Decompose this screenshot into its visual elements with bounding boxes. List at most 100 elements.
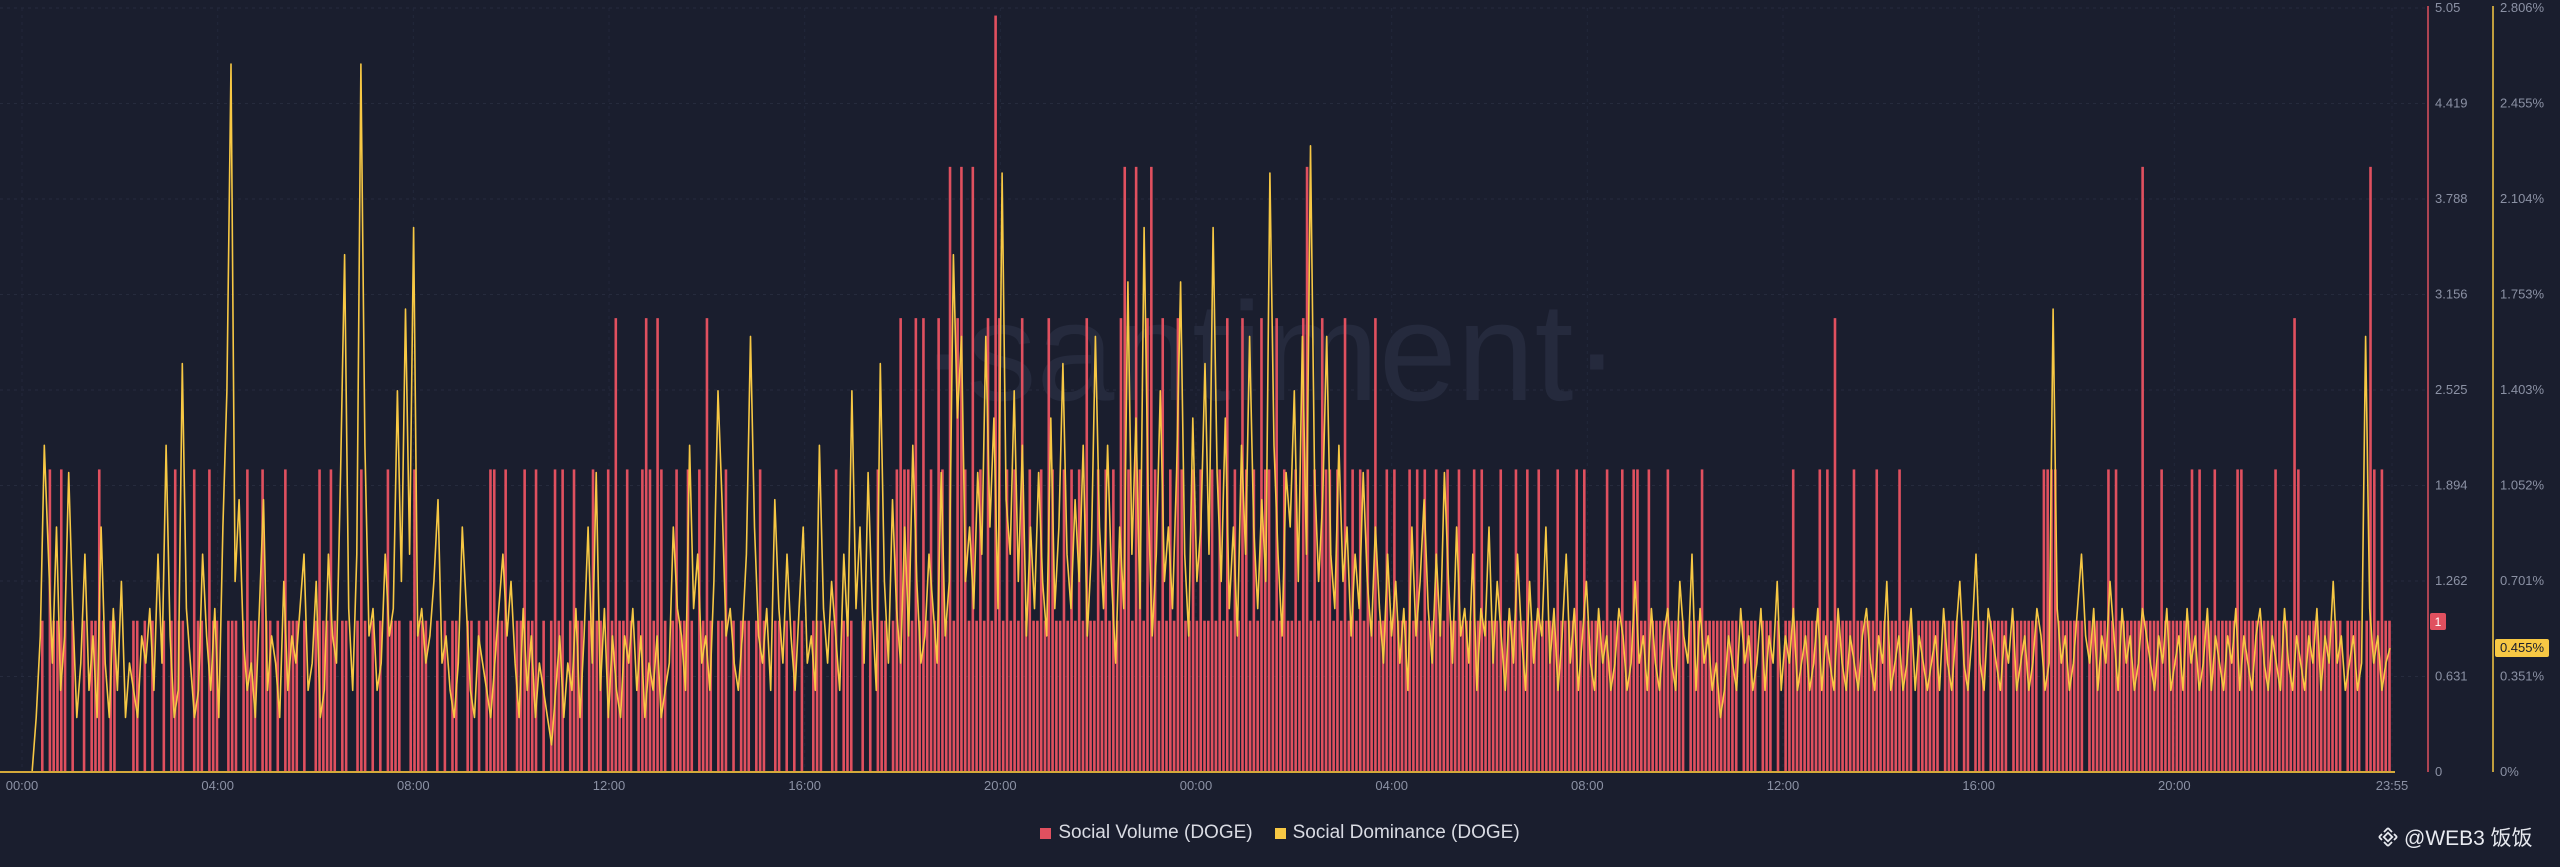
volume-bar [2072,620,2076,772]
volume-bar [1518,620,1522,772]
volume-bar [1507,620,1510,772]
volume-bar [990,620,994,772]
volume-bar [1902,620,1905,772]
volume-bar [2027,620,2030,772]
volume-bar [1564,620,1567,772]
volume-bar [420,620,424,772]
volume-bar [1138,469,1142,772]
volume-bar [1602,620,1605,772]
volume-bar [1427,620,1430,772]
volume-bar [1184,620,1187,772]
volume-bar [880,620,883,772]
volume-bar [341,620,344,772]
volume-bar [1199,469,1203,772]
volume-bar [2164,620,2167,772]
volume-tick-label: 0 [2435,764,2442,779]
volume-bar [614,318,618,772]
volume-bar [1252,469,1256,772]
volume-bar [1674,620,1677,772]
volume-bar [40,620,44,772]
volume-bar [227,620,230,772]
volume-bar [1108,620,1111,772]
volume-bar [113,620,116,772]
volume-bar [2354,620,2357,772]
volume-bar [268,620,272,772]
volume-bar [1598,620,1601,772]
volume-bar [2057,620,2061,772]
volume-bar [918,620,921,772]
volume-bar [1993,620,1996,772]
volume-bar [1981,620,1985,772]
volume-bar [1127,469,1130,772]
volume-bar [960,166,963,772]
volume-bar [1438,620,1442,772]
volume-bar [868,620,872,772]
x-tick-label: 23:55 [2376,778,2409,793]
x-tick-label: 20:00 [2158,778,2191,793]
volume-bar [1784,620,1787,772]
volume-bar [1309,620,1313,772]
volume-bar [925,620,929,772]
volume-bar [523,469,526,772]
volume-bar [2023,620,2027,772]
volume-bar [2141,166,2144,772]
legend-item-dominance[interactable]: Social Dominance (DOGE) [1274,822,1520,844]
volume-bar [2069,620,2072,772]
dominance-tick-label: 2.455% [2500,96,2545,111]
volume-bar [944,620,948,772]
x-tick-label: 12:00 [593,778,626,793]
volume-bar [1074,620,1077,772]
volume-bar [709,620,713,772]
volume-bar [1943,620,1947,772]
volume-bar [1093,620,1096,772]
volume-bar [1146,318,1149,772]
volume-bar [637,620,640,772]
volume-bar [265,620,268,772]
volume-bar [819,620,823,772]
volume-bar [739,620,743,772]
volume-bar [1203,620,1206,772]
volume-bar [2004,620,2008,772]
volume-bar [394,620,397,772]
volume-bar [363,620,367,772]
volume-bar [1746,620,1749,772]
volume-bar [1841,620,1844,772]
volume-bar [1651,620,1654,772]
volume-bar [1989,620,1993,772]
volume-bar [1089,620,1092,772]
volume-bar [660,469,663,772]
volume-bar [979,469,982,772]
volume-bar [762,620,766,772]
volume-bar [325,620,329,772]
volume-bar [1279,620,1282,772]
volume-bar [1807,620,1810,772]
volume-bar [2304,620,2308,772]
volume-bar [451,620,454,772]
volume-bar [344,620,348,772]
volume-bar [2240,469,2243,772]
volume-bar [1495,620,1499,772]
volume-bar [1358,469,1362,772]
volume-bar [1313,469,1316,772]
volume-bar [1176,318,1180,772]
volume-bar [1241,318,1244,772]
volume-bar [2327,620,2331,772]
legend-item-volume[interactable]: Social Volume (DOGE) [1040,822,1253,844]
volume-bar [812,620,815,772]
volume-bar [1153,469,1157,772]
volume-bar [1700,469,1704,772]
volume-bar [1795,620,1799,772]
volume-bar [1909,620,1913,772]
volume-bar [1533,620,1537,772]
volume-bar [1476,620,1480,772]
x-axis-ticks: 00:00 04:00 08:00 12:00 16:00 20:00 00:00 04:00… [6,778,2409,793]
volume-bar [1275,318,1278,772]
volume-bar [1898,469,1901,772]
volume-bar [1658,620,1662,772]
volume-bar [1355,620,1358,772]
volume-bar [2042,469,2046,772]
volume-bar [1134,166,1138,772]
x-tick-label: 04:00 [1375,778,1408,793]
volume-bar [1670,620,1673,772]
volume-bar [2278,620,2281,772]
